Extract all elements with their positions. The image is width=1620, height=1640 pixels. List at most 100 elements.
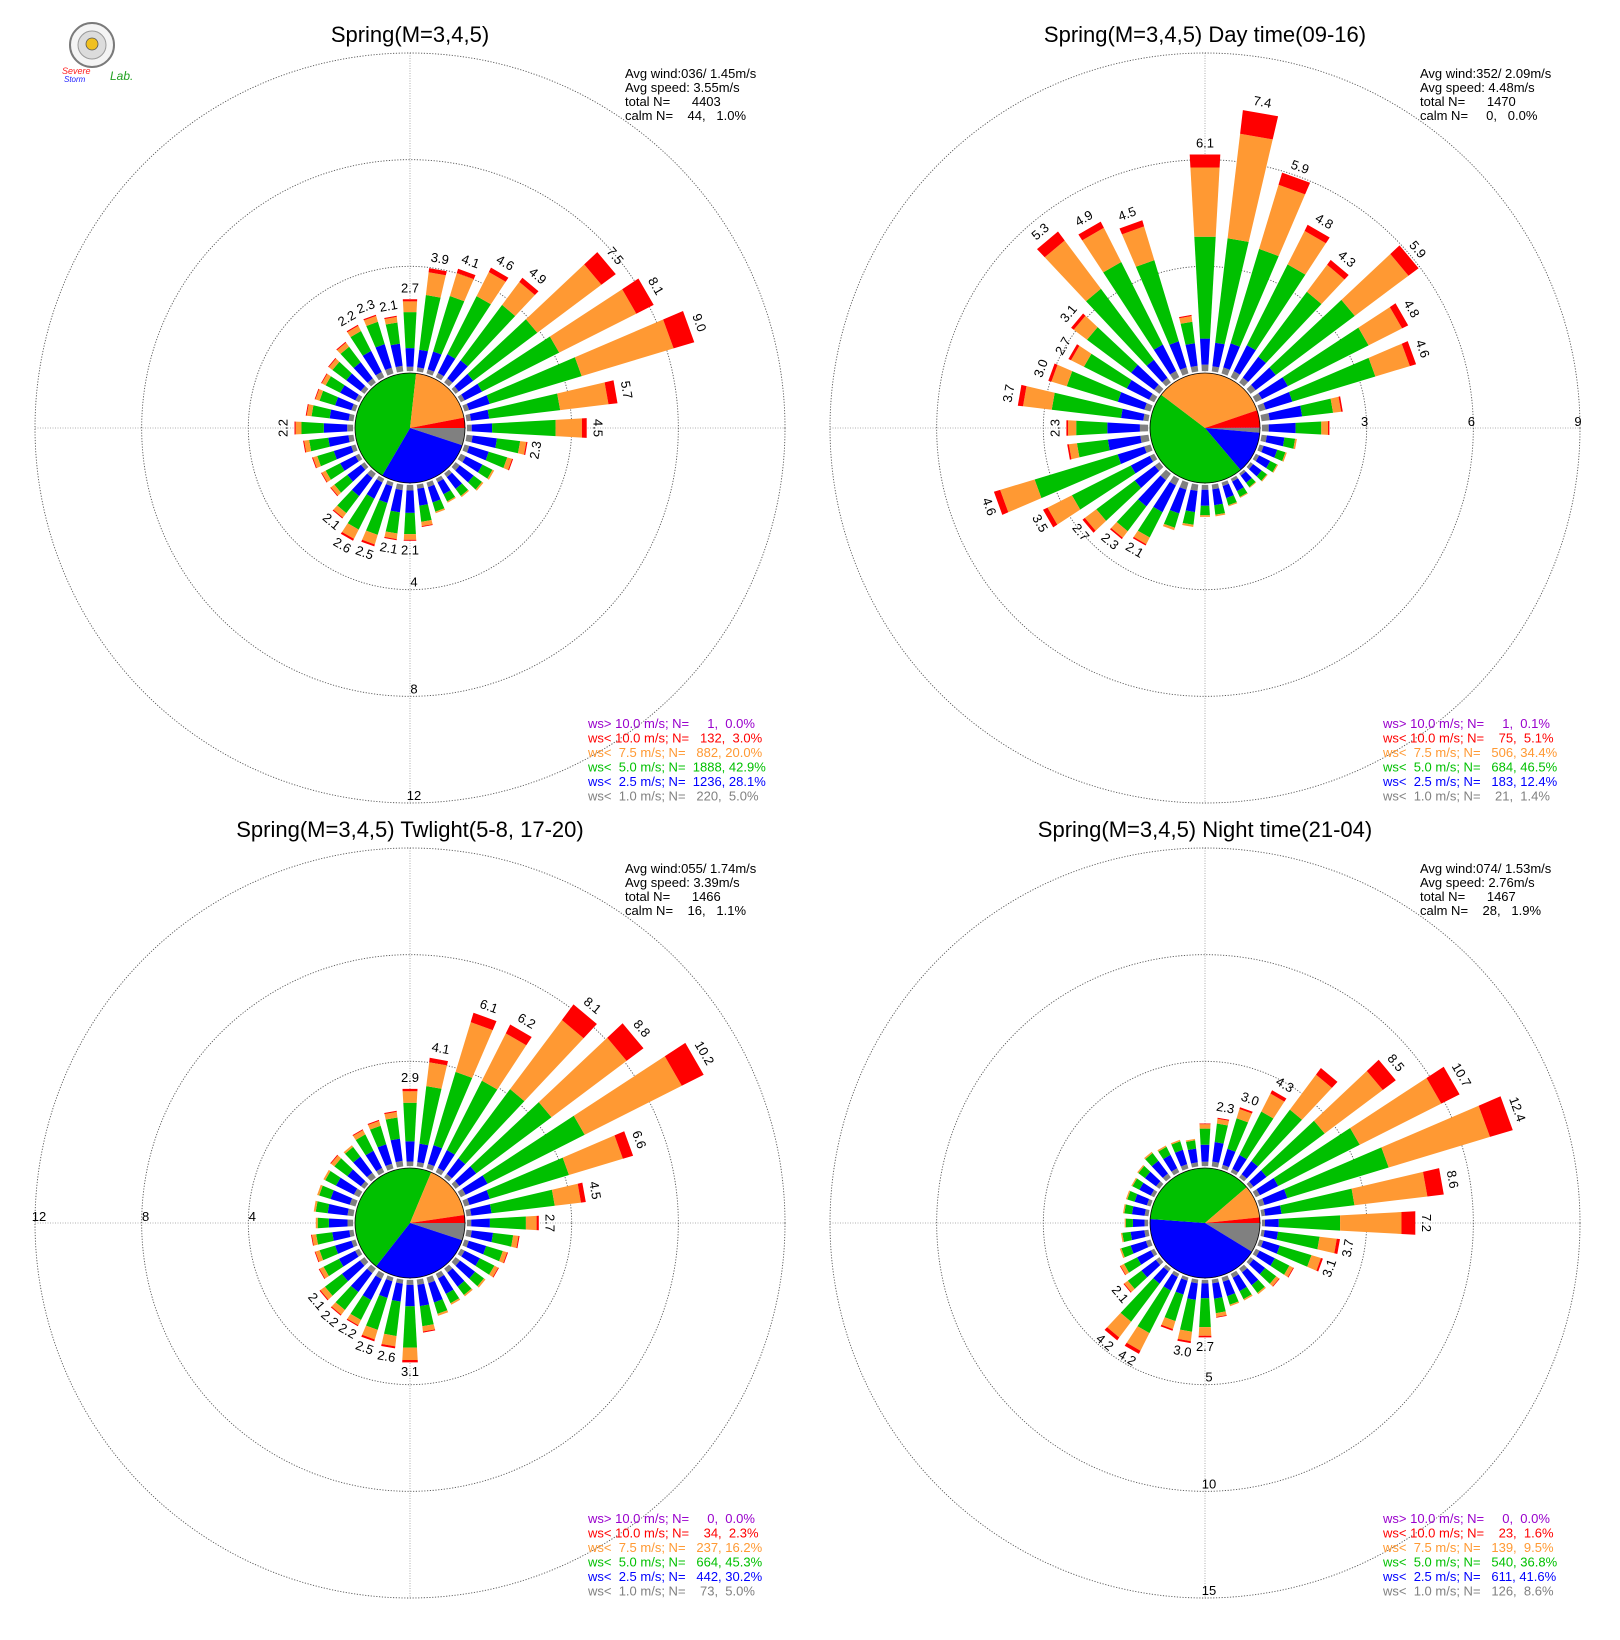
- bar-segment: [1199, 1123, 1211, 1125]
- direction-bar-60: [1252, 303, 1409, 403]
- bar-segment: [467, 319, 538, 381]
- bar-segment: [1282, 452, 1287, 462]
- bar-segment: [1134, 465, 1160, 488]
- bar-segment: [367, 1119, 380, 1125]
- bar-segment: [375, 371, 385, 381]
- bar-segment: [457, 1188, 466, 1198]
- bar-segment: [486, 357, 582, 404]
- bar-segment: [1389, 303, 1409, 329]
- bar-segment: [1314, 1071, 1383, 1134]
- bar-segment: [1282, 327, 1369, 387]
- direction-bar-140: [444, 469, 470, 498]
- bar-segment: [1120, 1263, 1129, 1275]
- bar-segment: [355, 1134, 374, 1156]
- bar-segment: [304, 440, 312, 453]
- bar-segment: [488, 267, 509, 282]
- bar-segment: [325, 1171, 341, 1186]
- bar-value-label: 5.9: [1289, 157, 1311, 177]
- direction-bar-50: [1246, 245, 1419, 394]
- bar-segment: [379, 484, 393, 503]
- bar-segment: [438, 1275, 454, 1294]
- bar-value-label: 2.7: [543, 1214, 558, 1232]
- bar-segment: [444, 1173, 452, 1182]
- speed-bin-pie: [354, 1167, 466, 1279]
- direction-bar-160: [426, 1275, 449, 1316]
- bar-segment: [1232, 1154, 1247, 1173]
- bar-segment: [426, 1163, 435, 1171]
- pie-outline: [354, 1167, 466, 1279]
- direction-bar-320: [343, 1145, 376, 1182]
- bar-segment: [1171, 1168, 1180, 1176]
- bar-segment: [499, 1251, 508, 1263]
- bar-segment: [663, 311, 695, 349]
- bar-value-label: 4.9: [1072, 207, 1095, 229]
- direction-bar-260: [303, 434, 355, 453]
- legend-entry: ws> 10.0 m/s; N= 0, 0.0%: [1382, 1511, 1550, 1526]
- direction-bar-20: [426, 268, 476, 376]
- stats-line: Avg speed: 3.39m/s: [625, 875, 740, 890]
- direction-bar-0: [1199, 1123, 1211, 1167]
- bar-segment: [1256, 1250, 1275, 1266]
- grid-ring: [829, 52, 1581, 804]
- bar-segment: [395, 365, 404, 373]
- legend-entry: ws< 1.0 m/s; N= 73, 5.0%: [587, 1584, 755, 1599]
- bar-segment: [1268, 422, 1296, 434]
- bar-segment: [315, 1201, 330, 1214]
- bar-segment: [351, 403, 358, 412]
- bar-segment: [362, 350, 382, 376]
- pie-slice: [355, 1168, 432, 1267]
- bar-segment: [319, 1290, 329, 1301]
- bar-segment: [1223, 343, 1240, 370]
- bar-segment: [457, 453, 466, 463]
- bar-segment: [1199, 1128, 1211, 1145]
- bar-segment: [403, 1306, 417, 1348]
- bar-segment: [329, 409, 350, 421]
- bar-segment: [1076, 420, 1108, 436]
- bar-segment: [432, 499, 445, 512]
- direction-bar-330: [1157, 1145, 1180, 1176]
- bar-segment: [1107, 422, 1140, 434]
- direction-bar-0: [402, 1088, 418, 1167]
- bar-segment: [1119, 1248, 1125, 1259]
- r-tick-label: 4: [410, 575, 417, 590]
- direction-bar-290: [314, 388, 358, 412]
- bar-segment: [323, 1169, 331, 1181]
- bar-segment: [447, 296, 491, 359]
- bar-segment: [301, 421, 324, 435]
- pie-slice: [1205, 428, 1260, 470]
- bar-value-label: 8.8: [630, 1017, 653, 1040]
- bar-value-label: 2.5: [354, 542, 376, 562]
- bar-segment: [1199, 1124, 1211, 1129]
- direction-bar-320: [336, 341, 376, 387]
- logo-text-storm: Storm: [64, 75, 86, 84]
- bar-segment: [1261, 1219, 1265, 1227]
- pie-outline: [354, 372, 466, 484]
- bar-value-label: 7.2: [1419, 1214, 1434, 1232]
- bar-segment: [1390, 245, 1419, 276]
- direction-bar-240: [1119, 1248, 1158, 1276]
- direction-bar-340: [363, 314, 394, 376]
- bar-segment: [1217, 1117, 1230, 1121]
- bar-segment: [1263, 1230, 1279, 1240]
- bar-segment: [465, 1229, 472, 1238]
- bar-segment: [362, 1275, 382, 1301]
- bar-segment: [1144, 444, 1153, 453]
- direction-bar-260: [311, 1229, 355, 1246]
- bar-segment: [1252, 1189, 1260, 1198]
- direction-bar-180: [1200, 484, 1210, 517]
- bar-segment: [525, 264, 602, 333]
- bar-segment: [466, 424, 472, 432]
- bar-segment: [1257, 1198, 1265, 1207]
- direction-bar-290: [1125, 1190, 1153, 1207]
- bar-segment: [1162, 377, 1171, 387]
- legend-entry: ws> 10.0 m/s; N= 0, 0.0%: [587, 1511, 755, 1526]
- grid-ring: [1042, 1060, 1368, 1386]
- bar-segment: [476, 272, 506, 305]
- bar-segment: [419, 504, 432, 522]
- bar-value-label: 4.8: [1313, 210, 1336, 232]
- direction-bar-100: [1260, 1229, 1340, 1254]
- stats-line: Avg wind:036/ 1.45m/s: [625, 66, 757, 81]
- bar-segment: [402, 299, 418, 302]
- bar-segment: [1110, 528, 1123, 540]
- bar-segment: [1226, 495, 1237, 506]
